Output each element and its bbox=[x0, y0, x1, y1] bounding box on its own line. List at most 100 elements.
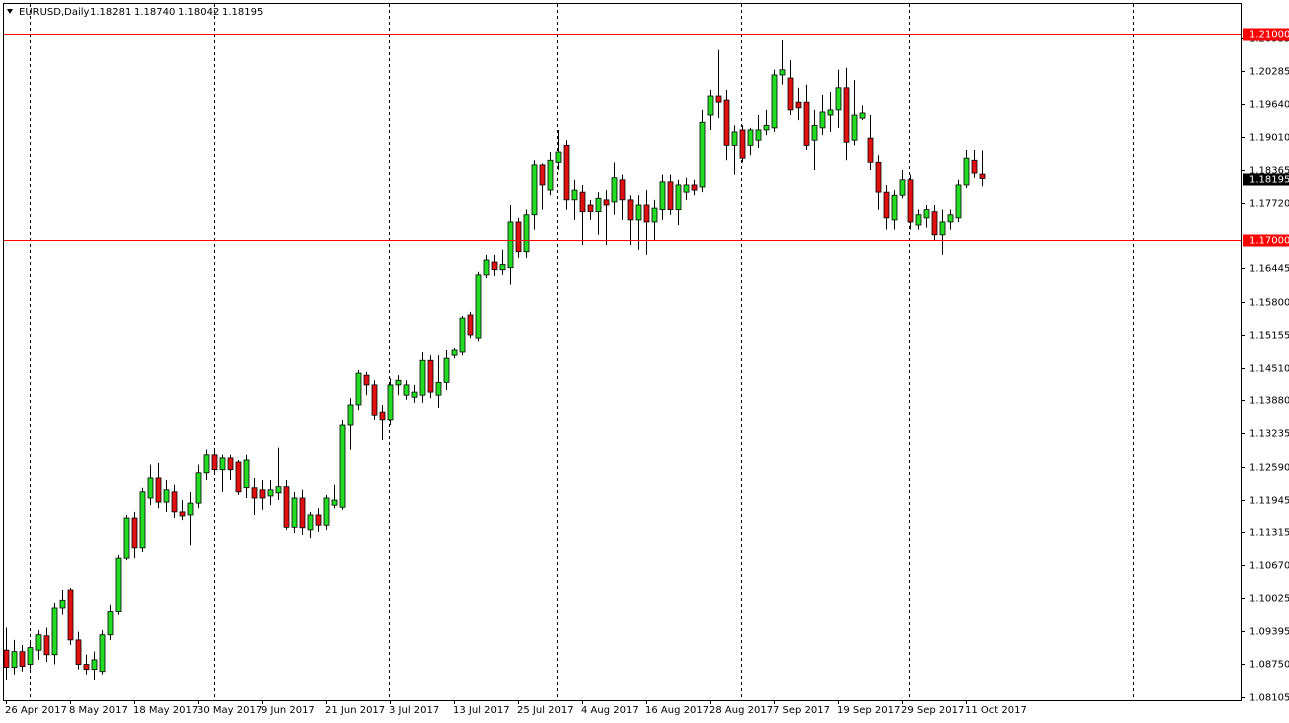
candle-body bbox=[371, 384, 378, 416]
candle-body bbox=[355, 372, 362, 406]
candle-body bbox=[563, 144, 570, 201]
candle-body bbox=[811, 124, 818, 141]
candle-body bbox=[931, 211, 938, 236]
candles bbox=[3, 39, 986, 680]
chart-title: EURUSD,Daily bbox=[19, 7, 90, 18]
price-label: 1.17000 bbox=[1249, 236, 1289, 247]
candle-body bbox=[347, 404, 354, 426]
candle-body bbox=[299, 497, 306, 529]
candle-body bbox=[667, 181, 674, 211]
y-tick-label: 1.08750 bbox=[1249, 660, 1289, 671]
header-high: 1.18740 bbox=[134, 7, 175, 18]
x-tick-label: 29 Sep 2017 bbox=[901, 705, 964, 716]
candle-body bbox=[395, 379, 402, 386]
candle-body bbox=[643, 204, 650, 223]
header-close: 1.18195 bbox=[222, 7, 263, 18]
candle-body bbox=[339, 424, 346, 508]
x-tick-label: 18 May 2017 bbox=[133, 705, 198, 716]
candle-body bbox=[363, 374, 370, 386]
candle-body bbox=[155, 477, 162, 503]
y-tick-label: 1.11315 bbox=[1249, 528, 1289, 539]
candle-body bbox=[659, 181, 666, 211]
candle-body bbox=[979, 173, 986, 179]
candle-body bbox=[75, 639, 82, 665]
x-tick-label: 9 Jun 2017 bbox=[261, 705, 315, 716]
candle-body bbox=[379, 411, 386, 421]
candle-body bbox=[251, 487, 258, 499]
candle-body bbox=[115, 557, 122, 612]
candle-body bbox=[755, 129, 762, 141]
price-label-box bbox=[1243, 28, 1289, 41]
candle-body bbox=[955, 184, 962, 219]
candle-body bbox=[531, 164, 538, 216]
y-tick-label: 1.11945 bbox=[1249, 496, 1289, 507]
candle-body bbox=[739, 129, 746, 159]
candle-body bbox=[691, 184, 698, 191]
candle-body bbox=[571, 189, 578, 201]
candle-body bbox=[139, 491, 146, 549]
x-tick-label: 3 Jul 2017 bbox=[389, 705, 439, 716]
candle-body bbox=[99, 634, 106, 673]
candle-body bbox=[595, 197, 602, 213]
candle-body bbox=[203, 454, 210, 474]
candle-body bbox=[315, 514, 322, 526]
candle-body bbox=[411, 391, 418, 398]
y-tick-label: 1.10025 bbox=[1249, 594, 1289, 605]
candle-body bbox=[819, 111, 826, 129]
candle-body bbox=[387, 384, 394, 421]
candle-body bbox=[83, 664, 90, 671]
price-label-box bbox=[1243, 234, 1289, 247]
candle-body bbox=[427, 359, 434, 393]
candle-body bbox=[787, 77, 794, 111]
x-tick-label: 19 Sep 2017 bbox=[837, 705, 900, 716]
candle-body bbox=[107, 611, 114, 636]
current-price-box bbox=[1243, 173, 1289, 186]
current-price-label: 1.18195 bbox=[1249, 175, 1289, 186]
candle-body bbox=[163, 489, 170, 503]
candle-body bbox=[283, 486, 290, 528]
candle-body bbox=[859, 112, 866, 119]
period-separators bbox=[30, 4, 1134, 700]
x-tick-label: 11 Oct 2017 bbox=[965, 705, 1027, 716]
candle-body bbox=[515, 221, 522, 253]
y-tick-label: 1.13235 bbox=[1249, 429, 1289, 440]
candle-body bbox=[611, 177, 618, 203]
y-tick-label: 1.14510 bbox=[1249, 364, 1289, 375]
candle-body bbox=[603, 199, 610, 206]
candle-body bbox=[67, 589, 74, 641]
candle-body bbox=[27, 647, 34, 665]
candle-body bbox=[3, 649, 10, 669]
candle-body bbox=[707, 95, 714, 116]
candle-body bbox=[419, 359, 426, 396]
candle-body bbox=[91, 659, 98, 671]
candle-body bbox=[211, 454, 218, 471]
candle-body bbox=[195, 472, 202, 504]
candle-body bbox=[43, 635, 50, 656]
candle-body bbox=[915, 214, 922, 226]
candle-body bbox=[555, 151, 562, 163]
candle-body bbox=[235, 461, 242, 493]
x-tick-label: 30 May 2017 bbox=[197, 705, 262, 716]
candle-body bbox=[507, 221, 514, 269]
candle-body bbox=[267, 489, 274, 497]
candle-body bbox=[675, 184, 682, 211]
y-tick-label: 1.10670 bbox=[1249, 561, 1289, 572]
y-tick-label: 1.15800 bbox=[1249, 298, 1289, 309]
candle-body bbox=[219, 457, 226, 471]
candle-body bbox=[51, 607, 58, 656]
candle-body bbox=[827, 109, 834, 116]
candle-body bbox=[187, 502, 194, 516]
candle-body bbox=[539, 164, 546, 186]
y-tick-label: 1.19640 bbox=[1249, 100, 1289, 111]
candle-body bbox=[307, 514, 314, 531]
candle-body bbox=[763, 124, 770, 131]
candle-body bbox=[939, 221, 946, 236]
candle-body bbox=[467, 314, 474, 336]
candle-body bbox=[867, 137, 874, 163]
candle-body bbox=[331, 499, 338, 506]
menu-triangle[interactable] bbox=[7, 9, 13, 14]
candle-body bbox=[59, 599, 66, 609]
candle-body bbox=[899, 179, 906, 196]
candle-body bbox=[803, 101, 810, 146]
